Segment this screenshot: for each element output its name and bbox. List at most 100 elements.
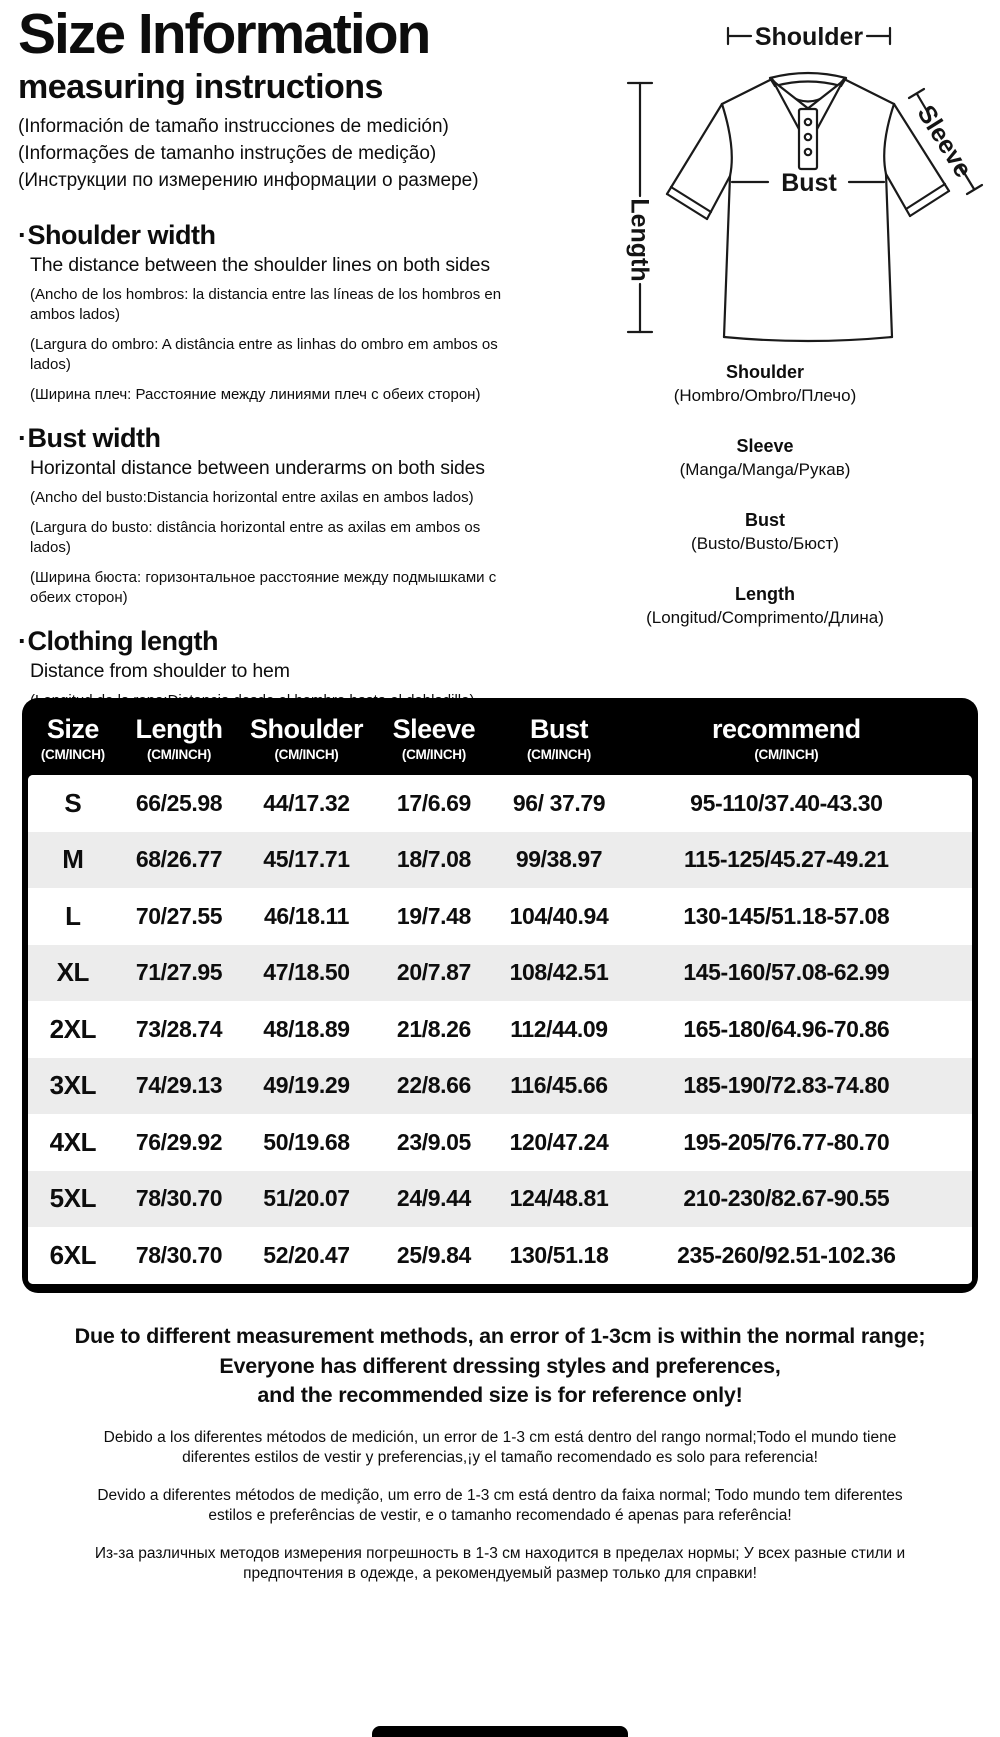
table-cell: 2XL [49,1013,97,1044]
column-label: Length [135,714,223,744]
table-cell: 25/9.84 [396,1241,471,1268]
table-cell: 130/51.18 [509,1241,609,1268]
size-table-header: Size (CM/INCH) Length (CM/INCH) Shoulder… [28,704,972,775]
table-cell: 76/29.92 [135,1128,223,1155]
shirt-button [803,147,813,157]
table-cell: 48/18.89 [263,1015,350,1042]
table-cell: 51/20.07 [263,1185,350,1212]
legend-item: Sleeve (Manga/Manga/Рукав) [540,436,990,480]
table-cell: 49/19.29 [263,1072,350,1099]
table-cell: 21/8.26 [396,1015,471,1042]
footer-translation-line: Devido a diferentes métodos de medição, … [97,1486,903,1525]
table-cell: 3XL [49,1070,97,1101]
text-column: Size Information measuring instructions … [18,2,548,789]
shirt-button [803,132,813,142]
shirt-sleeve-left-outer [665,102,724,196]
table-cell: 52/20.47 [263,1241,350,1268]
table-cell: XL [56,957,90,988]
table-cell: 120/47.24 [509,1128,609,1155]
shirt-hem [722,335,894,343]
legend-item: Length (Longitud/Comprimento/Длина) [540,584,990,628]
table-cell: 19/7.48 [396,902,471,929]
table-column-header: Length (CM/INCH) [118,714,241,762]
measurement-legend: Shoulder (Hombro/Ombro/Плечо) Sleeve (Ma… [540,362,990,658]
table-cell: 70/27.55 [135,902,223,929]
table-column-header: recommend (CM/INCH) [623,714,972,762]
section-description: The distance between the shoulder lines … [30,253,490,276]
table-cell: 50/19.68 [263,1128,350,1155]
table-cell: 18/7.08 [396,846,471,873]
table-cell: 68/26.77 [135,846,223,873]
column-label: Size [46,714,100,744]
shirt-shoulder-right [842,77,896,106]
table-row: M 68/26.77 45/17.71 18/7.08 99/38.97 115-125/… [28,831,972,888]
legend-term: Length [735,584,795,604]
diagram-bust-label: Bust [781,169,837,197]
page-title: Size Information [18,2,431,66]
size-table-body: S 66/25.98 44/17.32 17/6.69 96/ 37.79 95-110/… [28,775,972,1284]
table-cell: 78/30.70 [135,1185,223,1212]
subtitle-translation: (Инструкции по измерению информации о ра… [18,169,479,191]
table-cell: 17/6.69 [396,789,471,816]
table-cell: 22/8.66 [396,1072,471,1099]
section-title: ·Bust width [18,423,548,454]
table-cell: S [64,787,82,818]
sleeve-measure-tick-bottom [965,183,984,196]
legend-term: Bust [745,510,785,530]
page-subtitle: measuring instructions [18,67,383,106]
sleeve-measure-line-bottom [958,164,976,191]
shirt-sleeve-right-outer [892,102,951,193]
table-row: S 66/25.98 44/17.32 17/6.69 96/ 37.79 95-110/… [28,775,972,832]
table-cell: 4XL [49,1126,97,1157]
column-unit: (CM/INCH) [147,747,212,762]
table-row: 2XL 73/28.74 48/18.89 21/8.26 112/44.09 165-1… [28,1001,972,1058]
footer-english-line: and the recommended size is for referenc… [257,1383,743,1407]
footer: Due to different measurement methods, an… [0,1322,1000,1585]
column-unit: (CM/INCH) [40,747,105,762]
column-unit: (CM/INCH) [274,747,339,762]
footer-note-translations: Debido a los diferentes métodos de medic… [0,1428,1000,1585]
diagram-shoulder-label: Shoulder [755,23,864,51]
table-cell: 195-205/76.77-80.70 [683,1128,890,1155]
table-cell: 124/48.81 [509,1185,609,1212]
footer-translation-line: Debido a los diferentes métodos de medic… [103,1428,897,1467]
section-description: Distance from shoulder to hem [30,659,290,682]
section-translation: (Ancho de los hombros: la distancia entr… [30,285,502,323]
shirt-sleeve-left-cuff [665,192,709,221]
table-column-header: Bust (CM/INCH) [495,714,622,762]
column-unit: (CM/INCH) [754,747,819,762]
shirt-sleeve-right-inner [884,172,912,218]
table-cell: 23/9.05 [396,1128,471,1155]
table-cell: 115-125/45.27-49.21 [683,846,889,873]
shirt-armhole-left [720,102,733,178]
column-label: Shoulder [249,714,364,744]
section-translations: (Ancho del busto:Distancia horizontal en… [30,488,548,608]
section-translation: (Largura do busto: distância horizontal … [30,518,481,556]
table-cell: 6XL [49,1239,97,1270]
legend-translation: (Manga/Manga/Рукав) [679,460,851,479]
table-cell: 130-145/51.18-57.08 [683,902,890,929]
footer-note-english: Due to different measurement methods, an… [0,1322,1000,1411]
table-cell: 99/38.97 [515,846,603,873]
section-description: Horizontal distance between underarms on… [30,456,485,479]
section-title: ·Shoulder width [18,220,548,251]
table-cell: 71/27.95 [135,959,223,986]
legend-translation: (Busto/Busto/Бюст) [691,534,839,553]
measurement-sections: ·Shoulder width The distance between the… [18,220,548,771]
table-row: L 70/27.55 46/18.11 19/7.48 104/40.94 130-145… [28,888,972,945]
shirt-side-right [884,172,894,339]
table-cell: 74/29.13 [135,1072,223,1099]
section-title: ·Clothing length [18,626,548,657]
section-title-text: Shoulder width [27,219,217,250]
table-cell: 78/30.70 [135,1241,223,1268]
shirt-collar-band-inner [773,80,843,88]
table-row: 3XL 74/29.13 49/19.29 22/8.66 116/45.66 185-1… [28,1057,972,1114]
table-cell: 44/17.32 [263,789,350,816]
table-cell: 165-180/64.96-70.86 [683,1015,890,1042]
table-cell: 24/9.44 [396,1185,471,1212]
table-cell: 112/44.09 [510,1015,608,1042]
table-row: 4XL 76/29.92 50/19.68 23/9.05 120/47.24 195-2… [28,1114,972,1171]
legend-item: Shoulder (Hombro/Ombro/Плечо) [540,362,990,406]
size-table: Size (CM/INCH) Length (CM/INCH) Shoulder… [22,698,978,1293]
